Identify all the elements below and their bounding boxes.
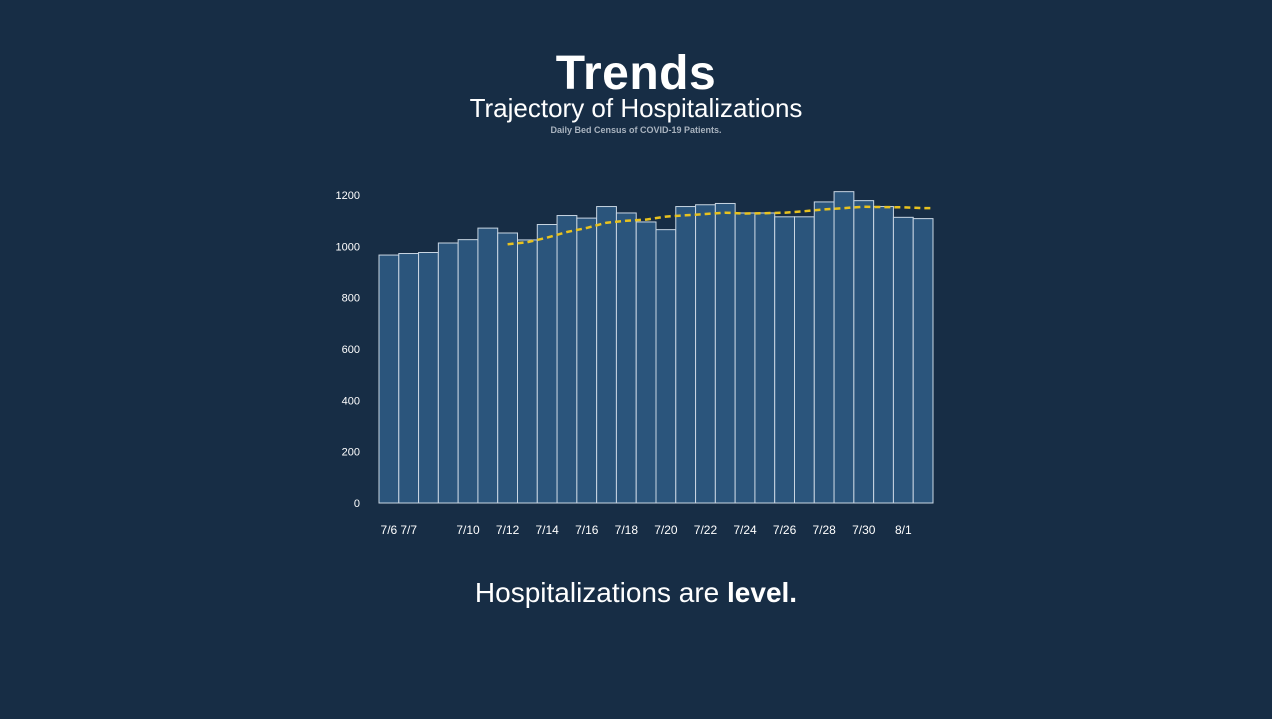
x-tick-label: 7/26	[773, 523, 797, 537]
bar-7-13	[517, 239, 538, 504]
bar-7-22	[695, 204, 716, 504]
x-tick-label: 7/18	[615, 523, 639, 537]
bar-7-18	[615, 212, 637, 504]
bar-7-23	[714, 202, 736, 504]
y-axis: 0 200 400 600 800 1000 1200	[336, 190, 360, 510]
bar-7-26	[774, 216, 796, 504]
bar-7-29	[833, 191, 855, 504]
bar-7-27	[794, 216, 815, 504]
x-tick-label: 7/22	[694, 523, 718, 537]
y-tick-label: 1200	[336, 190, 360, 202]
bar-7-25	[754, 212, 776, 504]
y-tick-label: 600	[342, 344, 360, 356]
y-tick-label: 400	[342, 395, 360, 407]
x-tick-label: 8/1	[895, 523, 912, 537]
y-tick-label: 800	[342, 293, 360, 305]
chart-title: Trends	[555, 47, 717, 100]
x-tick-label: 7/24	[733, 523, 757, 537]
x-tick-label: 7/16	[575, 523, 599, 537]
bar-7-21	[675, 206, 697, 504]
x-tick-label: 7/20	[654, 523, 678, 537]
x-tick-label: 7/28	[812, 523, 836, 537]
bars	[378, 191, 934, 504]
bar-7-12	[497, 232, 519, 504]
bar-7-6	[378, 254, 400, 504]
x-tick-label: 7/10	[456, 523, 480, 537]
chart-subtitle: Trajectory of Hospitalizations	[469, 93, 803, 123]
bar-7-28	[813, 201, 835, 504]
bar-7-8	[418, 251, 439, 504]
x-axis: 7/6 7/7 7/10 7/12 7/14 7/16 7/18 7/20 7/22 7/24 7/…	[381, 523, 912, 537]
chart-note: Daily Bed Census of COVID-19 Patients.	[550, 125, 722, 135]
bar-7-19	[635, 221, 657, 504]
caption: Hospitalizations are level.	[0, 575, 1272, 611]
bar-7-16	[576, 217, 598, 504]
caption-emphasis: level.	[727, 577, 798, 608]
x-tick-label: 7/14	[535, 523, 559, 537]
trend-line	[507, 205, 933, 246]
bar-8-1	[892, 216, 914, 504]
y-tick-label: 200	[342, 447, 360, 459]
bar-7-31	[873, 206, 894, 504]
y-tick-label: 0	[354, 498, 360, 510]
bar-8-2	[912, 218, 934, 504]
bar-7-7	[398, 253, 420, 504]
bar-7-20	[655, 229, 677, 504]
bar-7-24	[734, 212, 756, 504]
y-tick-label: 1000	[336, 241, 360, 253]
x-tick-label: 7/7	[400, 523, 417, 537]
bar-7-11	[477, 227, 499, 504]
bar-7-17	[596, 206, 617, 504]
bar-7-30	[853, 200, 875, 504]
bar-7-10	[457, 239, 479, 504]
x-tick-label: 7/30	[852, 523, 876, 537]
caption-text: Hospitalizations are	[474, 577, 728, 608]
x-tick-label: 7/6	[381, 523, 398, 537]
bar-7-15	[556, 215, 578, 504]
trend-line-group	[507, 205, 933, 246]
bar-7-14	[536, 224, 558, 504]
x-tick-label: 7/12	[496, 523, 520, 537]
bar-7-9	[437, 242, 459, 504]
